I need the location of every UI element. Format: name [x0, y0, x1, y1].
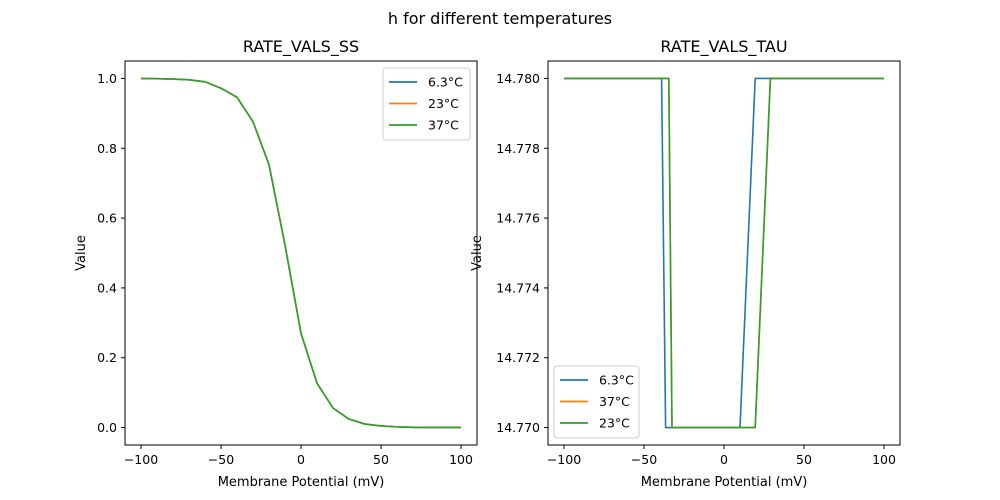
- y-tick-label: 14.774: [496, 280, 540, 295]
- figure-suptitle: h for different temperatures: [388, 9, 612, 28]
- legend-label: 6.3°C: [428, 75, 463, 90]
- legend-label: 6.3°C: [599, 373, 634, 388]
- y-tick-label: 0.2: [97, 350, 117, 365]
- subplot-title: RATE_VALS_SS: [243, 37, 359, 57]
- series-line-2: [564, 77, 884, 429]
- legend-label: 23°C: [599, 416, 630, 431]
- x-axis-label: Membrane Potential (mV): [218, 475, 385, 490]
- subplot-title: RATE_VALS_TAU: [660, 37, 787, 57]
- y-tick-label: 14.780: [496, 71, 540, 86]
- subplot-rate-vals-ss: RATE_VALS_SS −100 −50 0 50 100 0.0 0.2 0.4 0.6 0.…: [74, 37, 478, 490]
- series-line-2: [140, 77, 462, 429]
- y-tick-label: 14.778: [496, 141, 540, 156]
- y-axis-label: Value: [74, 235, 89, 271]
- x-tick-label: −100: [547, 452, 581, 467]
- legend: 6.3°C 37°C 23°C: [553, 365, 640, 439]
- x-tick-label: 50: [373, 452, 389, 467]
- axis-ticks: −100 −50 0 50 100 14.770 14.772 14.774 14.776 14.…: [496, 71, 896, 467]
- x-axis-label: Membrane Potential (mV): [641, 475, 808, 490]
- legend: 6.3°C 23°C 37°C: [382, 67, 471, 141]
- y-tick-label: 0.4: [97, 280, 117, 295]
- y-tick-label: 14.772: [496, 350, 540, 365]
- y-tick-label: 14.776: [496, 211, 540, 226]
- y-axis-label: Value: [470, 235, 485, 271]
- axes-frame: [547, 60, 901, 446]
- y-tick-label: 0.0: [97, 420, 117, 435]
- x-tick-label: −50: [631, 452, 657, 467]
- legend-label: 23°C: [428, 96, 459, 111]
- x-tick-label: 0: [720, 452, 728, 467]
- subplot-rate-vals-tau: RATE_VALS_TAU −100 −50 0 50 100 14.770 14.772 1…: [470, 37, 901, 490]
- y-tick-label: 0.6: [97, 211, 117, 226]
- x-tick-label: 100: [872, 452, 896, 467]
- y-tick-label: 1.0: [97, 71, 117, 86]
- axes-frame: [124, 60, 478, 446]
- x-tick-label: 0: [297, 452, 305, 467]
- legend-label: 37°C: [599, 394, 630, 409]
- x-tick-label: 50: [796, 452, 812, 467]
- legend-label: 37°C: [428, 118, 459, 133]
- x-tick-label: 100: [449, 452, 473, 467]
- plot-lines: [564, 77, 884, 429]
- y-tick-label: 14.770: [496, 420, 540, 435]
- y-tick-label: 0.8: [97, 141, 117, 156]
- legend-box: [553, 365, 640, 439]
- x-tick-label: −50: [208, 452, 234, 467]
- axis-ticks: −100 −50 0 50 100 0.0 0.2 0.4 0.6 0.8 1.0: [97, 71, 473, 467]
- x-tick-label: −100: [124, 452, 158, 467]
- plot-lines: [140, 77, 462, 429]
- legend-box: [382, 67, 471, 141]
